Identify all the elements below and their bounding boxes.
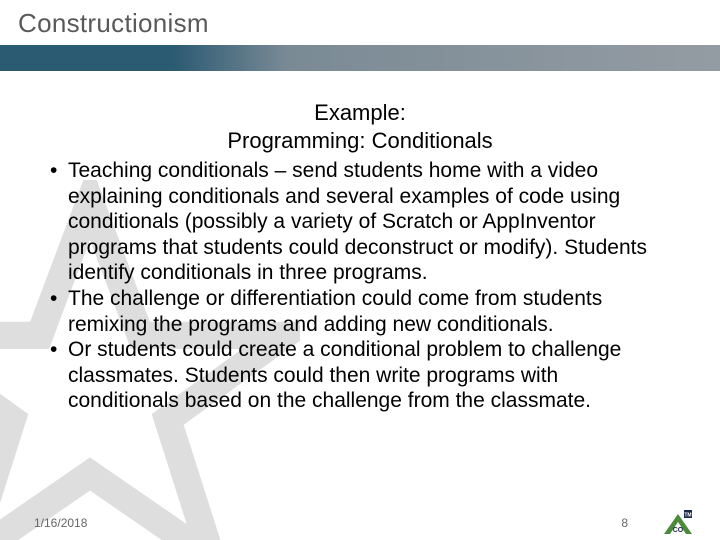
example-subtitle: Programming: Conditionals xyxy=(227,128,492,153)
colorado-logo-icon: TM CO xyxy=(656,508,700,538)
example-label: Example: xyxy=(314,100,406,125)
slide-title: Constructionism xyxy=(18,8,702,39)
svg-text:TM: TM xyxy=(684,513,691,519)
slide-footer: 1/16/2018 8 TM CO xyxy=(0,506,720,540)
title-area: Constructionism xyxy=(0,0,720,45)
example-heading: Example: Programming: Conditionals xyxy=(48,99,672,154)
svg-text:CO: CO xyxy=(673,527,684,534)
footer-date: 1/16/2018 xyxy=(34,516,87,530)
footer-page-number: 8 xyxy=(621,516,628,530)
content-area: Example: Programming: Conditionals Teach… xyxy=(0,71,720,414)
bullet-list: Teaching conditionals – send students ho… xyxy=(48,158,672,414)
list-item: Or students could create a conditional p… xyxy=(48,337,672,414)
footer-right: 8 TM CO xyxy=(621,508,700,538)
list-item: Teaching conditionals – send students ho… xyxy=(48,158,672,286)
list-item: The challenge or differentiation could c… xyxy=(48,286,672,337)
header-gradient-bar xyxy=(0,45,720,71)
